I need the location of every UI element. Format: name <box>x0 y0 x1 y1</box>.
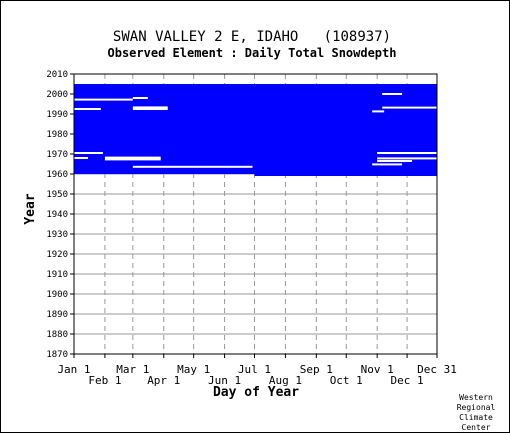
y-tick-label: 1950 <box>46 190 68 200</box>
y-tick-label: 1980 <box>46 130 68 140</box>
credit-line: Center <box>462 423 491 432</box>
x-tick-label: Mar 1 <box>116 363 149 376</box>
x-tick-label: Apr 1 <box>147 374 180 387</box>
y-tick-label: 2010 <box>46 70 68 80</box>
missing-data-gap <box>132 165 253 168</box>
y-tick-label: 1890 <box>46 310 68 320</box>
y-tick-label: 2000 <box>46 90 68 100</box>
missing-data-gap <box>104 156 161 159</box>
missing-data-gap <box>382 93 403 95</box>
missing-data-gap <box>132 97 148 99</box>
x-tick-label: Jul 1 <box>238 363 271 376</box>
missing-data-gap <box>372 163 403 166</box>
credit-line: Climate <box>459 413 493 422</box>
x-tick-label: Dec 31 <box>417 363 457 376</box>
x-tick-label: May 1 <box>177 363 210 376</box>
missing-data-gap <box>104 158 161 161</box>
x-tick-label: Sep 1 <box>300 363 333 376</box>
y-tick-label: 1940 <box>46 210 68 220</box>
x-tick-label: Aug 1 <box>269 374 302 387</box>
missing-data-gap <box>372 110 385 113</box>
credit-line: Western <box>459 393 493 402</box>
x-tick-label: Jan 1 <box>57 363 90 376</box>
y-tick-label: 1900 <box>46 290 68 300</box>
missing-data-gap <box>377 157 437 160</box>
missing-data-gap <box>74 108 101 110</box>
y-tick-label: 1910 <box>46 270 68 280</box>
missing-data-gap <box>377 160 413 162</box>
missing-data-gap <box>74 157 88 159</box>
y-axis-label: Year <box>23 193 38 224</box>
snowdepth-data-block <box>74 84 255 174</box>
missing-data-gap <box>74 152 103 154</box>
missing-data-gap <box>132 106 168 109</box>
x-axis-label: Day of Year <box>213 385 299 400</box>
plot-area: 1870 1880 1890 1900 1910 1920 1930 1940 1950 1960… <box>46 70 457 387</box>
x-tick-label: Nov 1 <box>361 363 394 376</box>
missing-data-gap <box>382 106 437 109</box>
credit-line: Regional <box>457 403 496 412</box>
y-tick-label: 1970 <box>46 150 68 160</box>
y-tick-label: 1920 <box>46 250 68 260</box>
x-tick-label: Oct 1 <box>330 374 363 387</box>
y-tick-label: 1870 <box>46 350 68 360</box>
x-tick-label: Jun 1 <box>208 374 241 387</box>
y-tick-label: 1930 <box>46 230 68 240</box>
chart-subtitle: Observed Element : Daily Total Snowdepth <box>108 46 397 60</box>
missing-data-gap <box>132 108 168 110</box>
chart-title: SWAN VALLEY 2 E, IDAHO (108937) <box>113 29 391 45</box>
missing-data-gap <box>377 152 437 154</box>
x-tick-label: Feb 1 <box>88 374 121 387</box>
y-tick-label: 1990 <box>46 110 68 120</box>
y-tick-label: 1960 <box>46 170 68 180</box>
x-tick-label: Dec 1 <box>391 374 424 387</box>
missing-data-gap <box>74 98 133 101</box>
snowdepth-data-block <box>254 84 437 176</box>
y-tick-label: 1880 <box>46 330 68 340</box>
